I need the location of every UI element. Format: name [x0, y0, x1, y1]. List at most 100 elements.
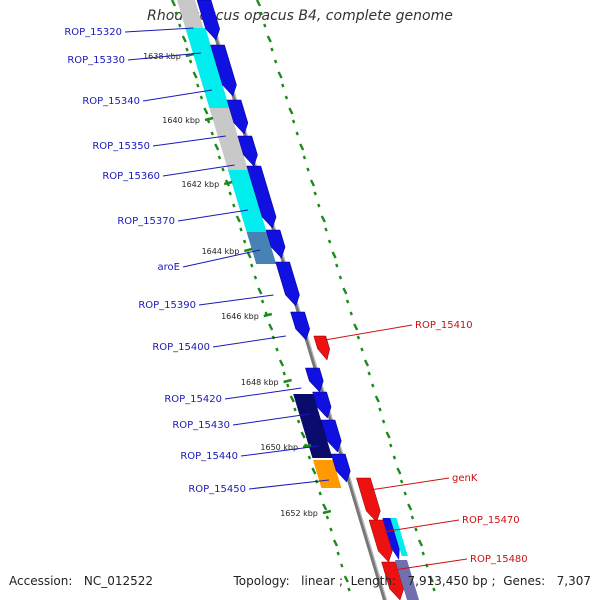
- gene-label-left[interactable]: ROP_15340: [82, 96, 140, 107]
- guide-dot-right: [392, 455, 397, 460]
- guide-dot-left: [170, 0, 177, 7]
- gene-label-left[interactable]: ROP_15440: [180, 451, 238, 462]
- genes-value: 7,307: [556, 574, 591, 588]
- gene-label-left[interactable]: ROP_15330: [67, 55, 125, 66]
- guide-dot-left: [174, 11, 178, 16]
- kbp-tick-label: 1646 kbp: [221, 312, 259, 321]
- kbp-tick-label: 1644 kbp: [202, 247, 240, 256]
- guide-dot-right: [432, 587, 436, 592]
- guide-dot-right: [371, 383, 375, 388]
- guide-dot-left: [260, 299, 265, 304]
- genome-summary-footer: Topology: linear ; Length: 7,913,450 bp …: [233, 574, 591, 588]
- gene-arrow-forward[interactable]: [305, 367, 324, 393]
- guide-dot-left: [257, 287, 263, 295]
- gene-label-right[interactable]: ROP_15470: [462, 515, 520, 526]
- accession-label: Accession:: [9, 574, 73, 588]
- gene-label-right[interactable]: genK: [452, 473, 478, 484]
- gene-arrow-forward[interactable]: [275, 261, 300, 307]
- guide-dot-left: [250, 263, 254, 268]
- callout-line-left: [177, 209, 249, 222]
- gene-arrow-forward[interactable]: [246, 165, 277, 229]
- gene-label-left[interactable]: ROP_15450: [188, 484, 246, 495]
- guide-dot-right: [410, 515, 415, 520]
- guide-dot-left: [268, 323, 274, 331]
- gene-callouts: ROP_15320 ROP_15330 ROP_15340 ROP_15350 ROP_…: [64, 27, 528, 571]
- gene-arrow-forward[interactable]: [290, 311, 310, 341]
- gene-arrow-forward[interactable]: [237, 135, 258, 167]
- guide-dot-right: [338, 275, 343, 280]
- guide-dot-left: [275, 347, 279, 352]
- gene-label-left[interactable]: ROP_15320: [64, 27, 122, 38]
- guide-dot-right: [291, 119, 296, 124]
- gene-arrow-forward[interactable]: [320, 419, 342, 453]
- kbp-tick-label: 1650 kbp: [260, 443, 298, 452]
- gene-arrow-forward[interactable]: [265, 229, 286, 259]
- guide-dot-left: [347, 587, 351, 592]
- callout-line-right: [393, 558, 468, 571]
- guide-dot-right: [317, 203, 321, 208]
- guide-dot-right: [255, 0, 262, 7]
- guide-dot-right: [309, 179, 316, 187]
- guide-dot-left: [336, 551, 340, 556]
- accession-value: NC_012522: [83, 574, 154, 588]
- gene-arrow-forward[interactable]: [196, 0, 220, 41]
- callout-line-right: [369, 477, 450, 491]
- callout-line-right: [382, 519, 460, 533]
- gene-label-left[interactable]: ROP_15430: [172, 420, 230, 431]
- gene-arrow-forward[interactable]: [330, 453, 351, 483]
- guide-dot-left: [289, 395, 295, 403]
- guide-dot-left: [199, 95, 204, 100]
- guide-dot-right: [374, 395, 380, 403]
- gene-label-left[interactable]: ROP_15350: [92, 141, 150, 152]
- guide-dot-right: [302, 155, 307, 160]
- callout-line-left: [142, 89, 213, 102]
- guide-dot-left: [206, 119, 211, 124]
- gene-label-left[interactable]: ROP_15420: [164, 394, 222, 405]
- gene-label-left[interactable]: ROP_15400: [152, 342, 210, 353]
- gene-arrow-forward[interactable]: [226, 99, 249, 135]
- gene-label-right[interactable]: ROP_15410: [415, 320, 473, 331]
- guide-dot-right: [421, 551, 425, 556]
- gene-label-left[interactable]: ROP_15390: [138, 300, 196, 311]
- guide-dot-right: [288, 107, 294, 115]
- gene-arrow-forward[interactable]: [312, 391, 332, 419]
- guide-dot-left: [332, 539, 339, 547]
- guide-dot-right: [353, 323, 359, 331]
- guide-dot-right: [313, 191, 317, 196]
- gene-arrow-reverse[interactable]: [356, 477, 381, 523]
- gene-label-right[interactable]: ROP_15480: [470, 554, 528, 565]
- map-title: Rhodococcus opacus B4, complete genome: [147, 8, 453, 24]
- guide-dot-left: [214, 143, 220, 151]
- kbp-tick: [263, 312, 273, 318]
- guide-dot-left: [196, 83, 200, 88]
- guide-dot-right: [356, 335, 361, 340]
- gene-label-left[interactable]: aroE: [158, 262, 180, 273]
- feature-block-cyan: [390, 518, 408, 556]
- gene-arrow-reverse[interactable]: [381, 561, 404, 600]
- genes-label: Genes:: [503, 574, 546, 588]
- topology-value: linear: [301, 574, 336, 588]
- gene-arrow-reverse[interactable]: [313, 335, 330, 361]
- guide-dot-right: [281, 83, 285, 88]
- gene-arrow-reverse[interactable]: [368, 519, 393, 563]
- kbp-tick: [223, 180, 233, 186]
- gene-label-left[interactable]: ROP_15370: [117, 216, 175, 227]
- guide-dot-right: [403, 491, 407, 496]
- dotted-guide-right: [255, 0, 436, 592]
- callout-line-left: [182, 249, 261, 268]
- guide-dot-right: [360, 347, 364, 352]
- gene-arrow-forward[interactable]: [210, 44, 237, 97]
- gene-label-left[interactable]: ROP_15360: [102, 171, 160, 182]
- gene-arrow-forward[interactable]: [395, 560, 419, 600]
- guide-dot-right: [306, 167, 310, 172]
- guide-dot-left: [293, 407, 297, 412]
- guide-dot-left: [232, 203, 236, 208]
- guide-dot-right: [428, 575, 434, 583]
- guide-dot-left: [181, 35, 187, 43]
- guide-dot-right: [349, 311, 353, 316]
- guide-dot-right: [259, 11, 263, 16]
- guide-dot-right: [266, 35, 272, 43]
- gene-arrow-forward[interactable]: [382, 518, 400, 560]
- feature-block-gray: [209, 108, 248, 170]
- guide-dot-left: [329, 527, 333, 532]
